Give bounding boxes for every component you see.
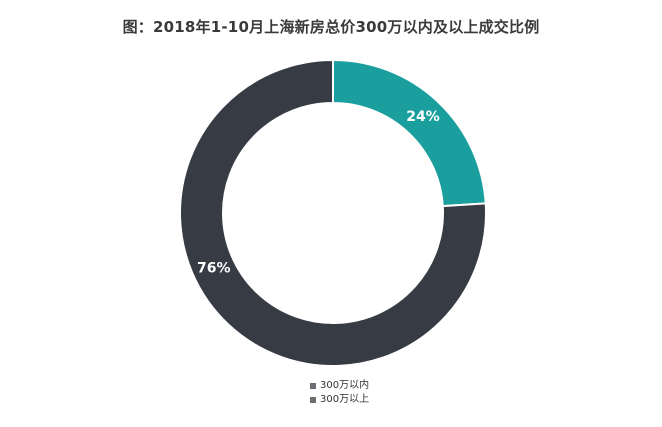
legend-item-within-300w[interactable]: 300万以内 bbox=[310, 379, 369, 393]
legend-label-above-300w: 300万以上 bbox=[320, 394, 370, 405]
legend-item-above-300w[interactable]: 300万以上 bbox=[310, 393, 369, 407]
legend-swatch-within-300w bbox=[310, 383, 316, 389]
legend: 300万以内 300万以上 bbox=[310, 379, 369, 407]
legend-label-within-300w: 300万以内 bbox=[320, 380, 370, 391]
slice-above-300w bbox=[179, 58, 487, 367]
slice-within-300w bbox=[332, 58, 487, 208]
legend-swatch-above-300w bbox=[310, 397, 316, 403]
slice-label-within-300w: 24% bbox=[406, 109, 440, 125]
slice-label-above-300w: 76% bbox=[197, 260, 231, 276]
chart-title: 图：2018年1-10月上海新房总价300万以内及以上成交比例 bbox=[122, 18, 540, 36]
